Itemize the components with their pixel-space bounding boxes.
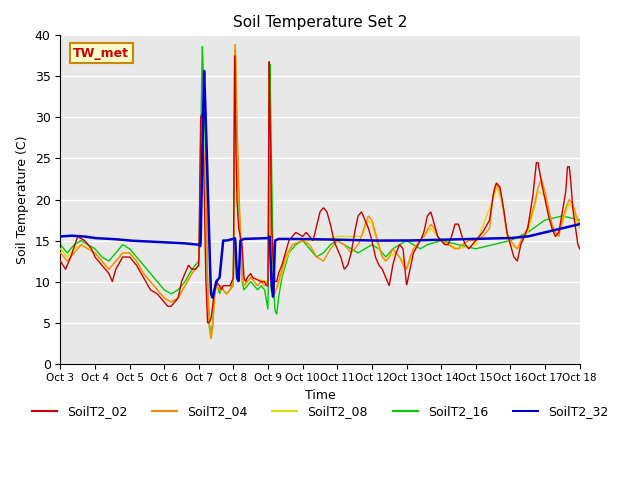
SoilT2_08	[232, 50, 239, 56]
SoilT2_02	[56, 258, 64, 264]
Line: SoilT2_02: SoilT2_02	[60, 56, 580, 323]
SoilT2_16	[353, 249, 360, 255]
SoilT2_02	[353, 220, 360, 226]
SoilT2_04	[207, 336, 215, 341]
SoilT2_16	[56, 242, 64, 248]
SoilT2_32	[118, 237, 125, 243]
SoilT2_02	[278, 264, 285, 269]
SoilT2_32	[298, 236, 305, 242]
SoilT2_02	[118, 256, 125, 262]
SoilT2_16	[278, 278, 285, 284]
SoilT2_08	[97, 257, 104, 263]
Y-axis label: Soil Temperature (C): Soil Temperature (C)	[16, 135, 29, 264]
SoilT2_16	[198, 44, 206, 49]
SoilT2_32	[97, 236, 104, 241]
SoilT2_04	[232, 42, 239, 48]
SoilT2_32	[288, 236, 296, 242]
SoilT2_32	[209, 295, 216, 300]
SoilT2_04	[97, 257, 104, 263]
SoilT2_32	[278, 236, 285, 242]
SoilT2_16	[118, 243, 125, 249]
SoilT2_16	[97, 252, 104, 258]
SoilT2_04	[118, 251, 125, 257]
SoilT2_04	[288, 242, 296, 248]
SoilT2_02	[204, 320, 211, 325]
SoilT2_04	[56, 250, 64, 256]
SoilT2_02	[288, 234, 296, 240]
Line: SoilT2_32: SoilT2_32	[60, 71, 580, 298]
SoilT2_04	[278, 268, 285, 274]
SoilT2_32	[353, 237, 360, 243]
SoilT2_32	[200, 68, 208, 74]
Line: SoilT2_04: SoilT2_04	[60, 45, 580, 338]
SoilT2_08	[56, 246, 64, 252]
SoilT2_04	[576, 221, 584, 227]
SoilT2_04	[353, 244, 360, 250]
SoilT2_02	[231, 53, 239, 59]
SoilT2_04	[298, 238, 305, 244]
Line: SoilT2_08: SoilT2_08	[60, 53, 580, 338]
SoilT2_02	[576, 246, 584, 252]
SoilT2_32	[576, 221, 584, 227]
SoilT2_16	[576, 217, 584, 223]
Line: SoilT2_16: SoilT2_16	[60, 47, 580, 334]
SoilT2_08	[576, 226, 584, 231]
Legend: SoilT2_02, SoilT2_04, SoilT2_08, SoilT2_16, SoilT2_32: SoilT2_02, SoilT2_04, SoilT2_08, SoilT2_…	[27, 400, 613, 423]
Title: Soil Temperature Set 2: Soil Temperature Set 2	[233, 15, 407, 30]
SoilT2_16	[207, 331, 215, 337]
SoilT2_08	[118, 251, 125, 257]
SoilT2_02	[298, 233, 305, 239]
SoilT2_08	[353, 234, 360, 240]
SoilT2_08	[278, 273, 285, 278]
X-axis label: Time: Time	[305, 389, 335, 402]
SoilT2_32	[56, 234, 64, 240]
SoilT2_02	[97, 261, 104, 266]
Text: TW_met: TW_met	[74, 47, 129, 60]
SoilT2_08	[207, 336, 215, 341]
SoilT2_16	[288, 246, 296, 252]
SoilT2_16	[298, 239, 305, 244]
SoilT2_08	[288, 242, 296, 248]
SoilT2_08	[298, 238, 305, 244]
